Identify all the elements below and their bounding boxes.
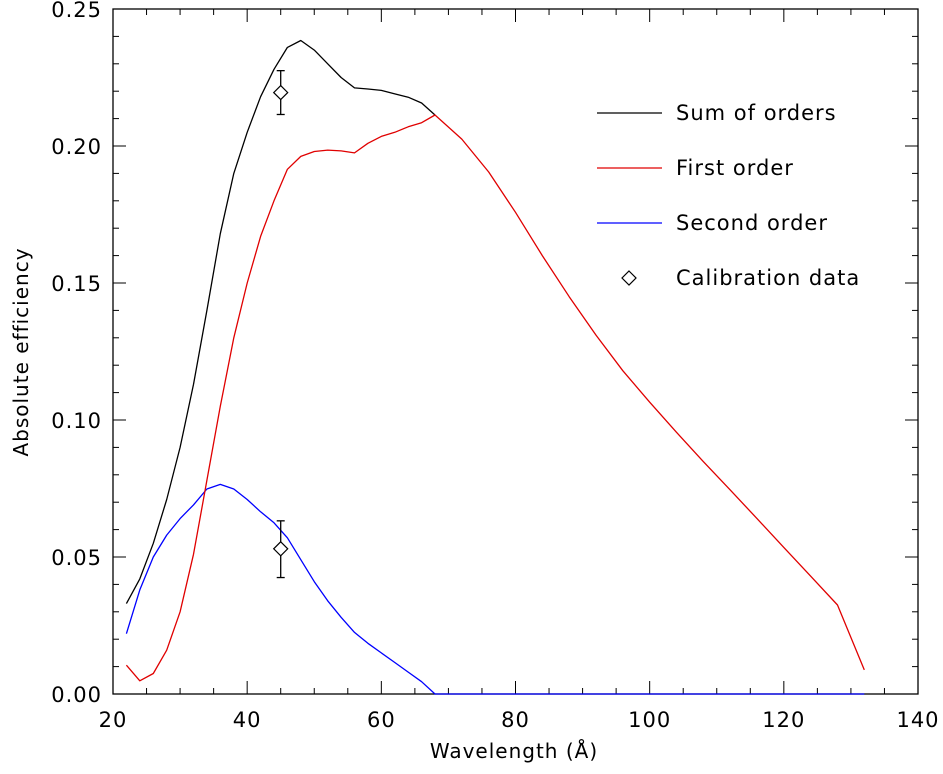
calibration-point [272,540,289,557]
legend-label: Calibration data [676,266,860,290]
legend-label: First order [676,156,794,180]
legend-label: Sum of orders [676,101,837,125]
x-tick-label: 40 [233,708,262,732]
x-tick-label: 60 [367,708,396,732]
series-line-second-order [125,483,865,695]
y-axis-title: Absolute efficiency [9,247,33,456]
y-tick-label: 0.00 [51,683,102,707]
legend-marker-diamond [621,270,637,286]
x-axis-title: Wavelength (Å) [430,739,598,763]
series-layer [125,39,865,695]
y-tick-label: 0.05 [51,546,102,570]
series-line-sum-of-orders [125,39,436,604]
series-line-first-order [125,114,865,682]
x-tick-label: 140 [896,708,939,732]
legend: Sum of orders First order Second order Cali… [597,101,860,290]
x-tick-label: 120 [762,708,805,732]
axes: 20 40 60 80 100 120 140 0.00 0.05 0.10 0.15 0.20 0.2… [51,0,939,732]
y-tick-label: 0.25 [51,0,102,22]
x-tick-label: 20 [99,708,128,732]
calibration-layer [272,70,289,579]
y-tick-label: 0.10 [51,409,102,433]
x-tick-label: 80 [501,708,530,732]
y-tick-label: 0.20 [51,135,102,159]
calibration-point [272,84,289,101]
legend-label: Second order [676,211,828,235]
x-tick-label: 100 [628,708,671,732]
y-tick-label: 0.15 [51,272,102,296]
